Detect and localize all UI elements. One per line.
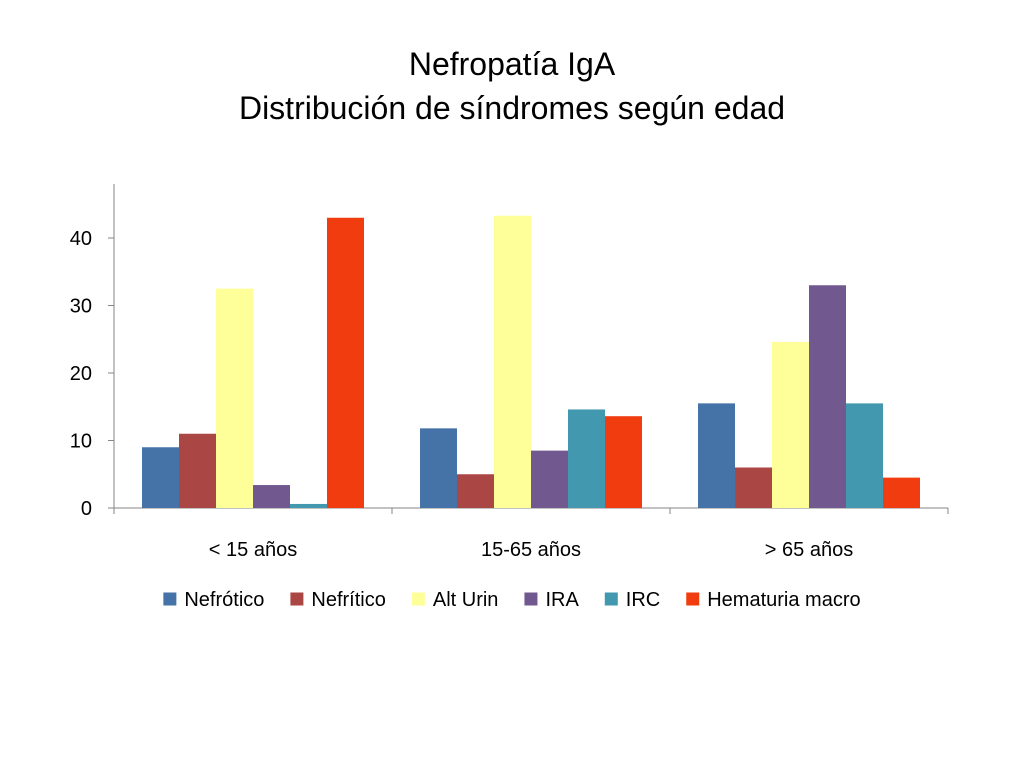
x-category-label: > 65 años [765, 539, 853, 561]
legend-swatch-nefrótico [163, 592, 177, 606]
bar-ira-0 [253, 485, 290, 508]
chart-title-line1: Nefropatía IgA [408, 46, 616, 82]
bar-hematuria-macro-0 [327, 217, 364, 508]
x-category-label: < 15 años [209, 539, 297, 561]
legend-swatch-ira [524, 592, 538, 606]
y-tick-label: 20 [70, 363, 92, 385]
legend-label-ira: IRA [545, 589, 579, 611]
y-tick-label: 10 [70, 431, 92, 453]
chart-legend: Nefrótico Nefrítico Alt Urin IRA IRC Hematuri… [163, 589, 861, 611]
bar-nefrótico-1 [420, 428, 457, 508]
legend-swatch-nefrítico [290, 592, 304, 606]
bar-irc-2 [846, 403, 883, 508]
y-tick-label: 0 [81, 498, 92, 520]
y-tick-label: 40 [70, 228, 92, 250]
chart-title-line2: Distribución de síndromes según edad [238, 90, 786, 126]
bar-irc-1 [568, 409, 605, 508]
legend-swatch-hematuria-macro [686, 592, 700, 606]
chart-title: Nefropatía IgA Distribución de síndromes… [0, 42, 1024, 130]
bar-alt-urin-0 [216, 288, 253, 508]
x-category-label: 15-65 años [481, 539, 581, 561]
y-tick-label: 30 [70, 296, 92, 318]
legend-label-alt-urin: Alt Urin [433, 589, 499, 611]
bar-nefrótico-2 [698, 403, 735, 508]
bar-nefrítico-2 [735, 467, 772, 508]
legend-label-nefrótico: Nefrótico [184, 589, 264, 611]
bar-hematuria-macro-1 [605, 416, 642, 508]
legend-label-irc: IRC [626, 589, 660, 611]
bar-nefrítico-1 [457, 474, 494, 508]
chart-axes: 0 10 20 30 40 < 15 años 15-65 años > 65 años [70, 184, 949, 561]
bar-ira-2 [809, 285, 846, 508]
bar-irc-0 [290, 503, 327, 508]
legend-swatch-alt-urin [411, 592, 425, 606]
legend-label-hematuria-macro: Hematuria macro [707, 589, 860, 611]
bar-nefrítico-0 [179, 433, 216, 508]
bar-alt-urin-1 [494, 215, 531, 508]
bar-alt-urin-2 [772, 341, 809, 508]
chart-bars [142, 215, 920, 508]
legend-swatch-irc [604, 592, 618, 606]
legend-label-nefrítico: Nefrítico [311, 589, 385, 611]
bar-ira-1 [531, 450, 568, 508]
bar-nefrótico-0 [142, 447, 179, 508]
bar-hematuria-macro-2 [883, 477, 920, 508]
